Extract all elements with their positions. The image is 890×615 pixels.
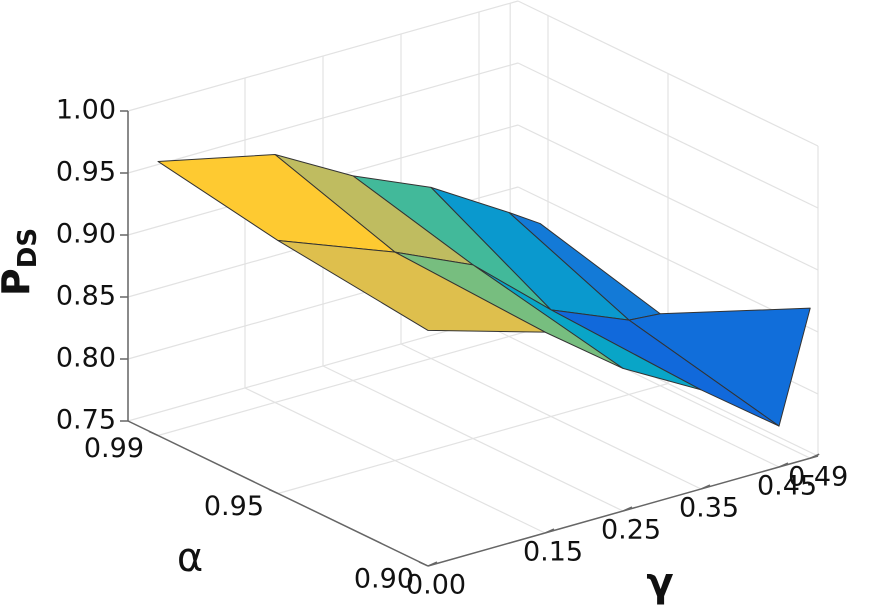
grid-line — [517, 124, 819, 271]
z-label-sub: DS — [13, 228, 43, 268]
x-tick-label: 0.25 — [601, 515, 661, 546]
x-tick — [427, 561, 438, 567]
x-tick-label: 0.00 — [406, 570, 466, 601]
x-tick — [809, 453, 820, 459]
z-tick-label: 0.75 — [56, 405, 116, 436]
x-tick-label: 0.45 — [757, 471, 817, 502]
surface-face — [277, 240, 546, 333]
grid-line — [517, 0, 819, 147]
y-tick-label: 0.99 — [84, 433, 144, 464]
grid-line — [517, 62, 819, 209]
y-tick — [148, 430, 159, 437]
grid-line — [517, 186, 819, 333]
x-axis-label: γ — [646, 560, 673, 606]
x-tick — [544, 528, 555, 534]
z-tick-label: 0.85 — [56, 281, 116, 312]
z-label-main: P — [0, 268, 38, 296]
x-tick-label: 0.35 — [679, 493, 739, 524]
x-tick-label: 0.15 — [523, 537, 583, 568]
x-tick — [778, 462, 789, 468]
y-tick — [268, 488, 279, 495]
x-tick — [700, 484, 711, 490]
x-tick-label: 0.49 — [788, 462, 848, 493]
z-tick-label: 1.00 — [56, 95, 116, 126]
z-tick-label: 0.95 — [56, 157, 116, 188]
grid-line — [127, 62, 519, 174]
y-tick — [418, 561, 429, 567]
x-tick — [622, 506, 633, 512]
y-axis-label: α — [177, 535, 203, 581]
z-tick-label: 0.80 — [56, 343, 116, 374]
z-tick-label: 0.90 — [56, 219, 116, 250]
z-axis-label: PDS — [0, 228, 43, 296]
grid-line — [277, 382, 669, 495]
y-tick-label: 0.95 — [204, 491, 264, 522]
grid-line — [157, 324, 549, 437]
grid-line — [127, 0, 519, 112]
y-tick-label: 0.90 — [354, 564, 414, 595]
